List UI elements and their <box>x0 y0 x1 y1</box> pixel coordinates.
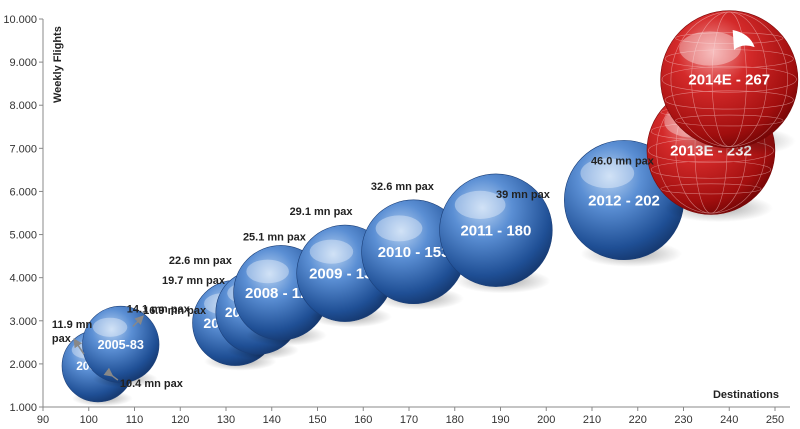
pointer-arrow <box>103 367 119 381</box>
pax-label: 46.0 mn pax <box>591 155 655 167</box>
bubble-highlight <box>454 190 506 219</box>
y-tick-label: 10.000 <box>3 14 37 26</box>
x-tick-label: 170 <box>400 414 418 426</box>
x-tick-label: 200 <box>537 414 555 426</box>
x-tick-label: 150 <box>308 414 326 426</box>
y-axis-title: Weekly Flights <box>52 26 64 103</box>
y-tick-label: 5.000 <box>9 230 37 242</box>
y-tick-label: 6.000 <box>9 186 37 198</box>
bubble-highlight <box>309 239 354 264</box>
pax-label: 10.4 mn pax <box>120 378 184 390</box>
x-tick-labels: 90 100 110 120 130 140 150 160 170 180 190 200 210 22… <box>37 407 784 426</box>
pax-label: 16.9 mn pax <box>143 305 207 317</box>
estimate-bubble <box>660 10 799 149</box>
bubble-label: 2012 - 202 <box>588 192 660 209</box>
actual-bubble <box>82 305 160 384</box>
x-tick-label: 130 <box>217 414 235 426</box>
y-tick-label: 1.000 <box>9 402 37 414</box>
globe-grid <box>661 11 797 147</box>
x-tick-label: 190 <box>491 414 509 426</box>
bubble-highlight <box>679 31 741 66</box>
passenger-labels: 10.4 mn pax 14.1 mn pax 11.9 mn pax 16.9 mn … <box>52 155 655 390</box>
bubble-highlight <box>246 259 289 284</box>
pax-label: 39 mn pax <box>496 189 551 201</box>
bubble-highlight <box>580 158 635 189</box>
pax-label: 25.1 mn pax <box>243 231 307 243</box>
pax-label: 14.1 mn pax <box>127 303 191 315</box>
pax-label: 11.9 mn pax <box>52 319 93 345</box>
airline-logo-icon <box>732 29 755 50</box>
y-tick-label: 9.000 <box>9 57 37 69</box>
x-axis-title: Destinations <box>713 389 779 401</box>
x-tick-label: 100 <box>80 414 98 426</box>
x-tick-label: 180 <box>446 414 464 426</box>
bubble: 2014E - 267 <box>660 10 799 157</box>
bubble: 2011 - 180 <box>439 173 553 294</box>
pointer-arrow <box>73 338 85 355</box>
y-tick-label: 3.000 <box>9 316 37 328</box>
bubble-label: 2008 - 127 <box>245 285 317 302</box>
bubble-label: 2009 - 132 <box>309 266 381 283</box>
bubble-highlight <box>375 215 423 242</box>
x-tick-label: 160 <box>354 414 372 426</box>
x-tick-label: 250 <box>766 414 784 426</box>
x-tick-label: 120 <box>171 414 189 426</box>
x-tick-label: 220 <box>629 414 647 426</box>
pax-label: 19.7 mn pax <box>162 275 226 287</box>
x-tick-label: 90 <box>37 414 49 426</box>
y-tick-label: 7.000 <box>9 143 37 155</box>
y-tick-label: 8.000 <box>9 100 37 112</box>
y-tick-labels: 1.000 2.000 3.000 4.000 5.000 6.000 7.000 8.000… <box>3 14 43 414</box>
bubble-label: 2014E - 267 <box>688 72 770 89</box>
x-tick-label: 110 <box>126 414 144 426</box>
pax-label: 29.1 mn pax <box>290 206 354 218</box>
bubble-label: 2010 - 153 <box>378 244 450 261</box>
bubble-label: 2005-83 <box>98 338 144 352</box>
bubbles: 2004-732005-832006- 1032007 - 1012008 - … <box>61 10 799 407</box>
axes <box>42 19 790 408</box>
y-tick-label: 2.000 <box>9 359 37 371</box>
pointer-arrow <box>132 315 144 328</box>
pax-label: 22.6 mn pax <box>169 255 233 267</box>
x-tick-label: 240 <box>720 414 738 426</box>
pax-label: 32.6 mn pax <box>371 181 435 193</box>
x-tick-label: 230 <box>674 414 692 426</box>
x-tick-label: 210 <box>583 414 601 426</box>
y-tick-label: 4.000 <box>9 273 37 285</box>
actual-bubble <box>439 173 553 287</box>
x-tick-label: 140 <box>263 414 281 426</box>
bubble-highlight <box>92 317 128 337</box>
bubble-label: 2011 - 180 <box>460 222 531 239</box>
